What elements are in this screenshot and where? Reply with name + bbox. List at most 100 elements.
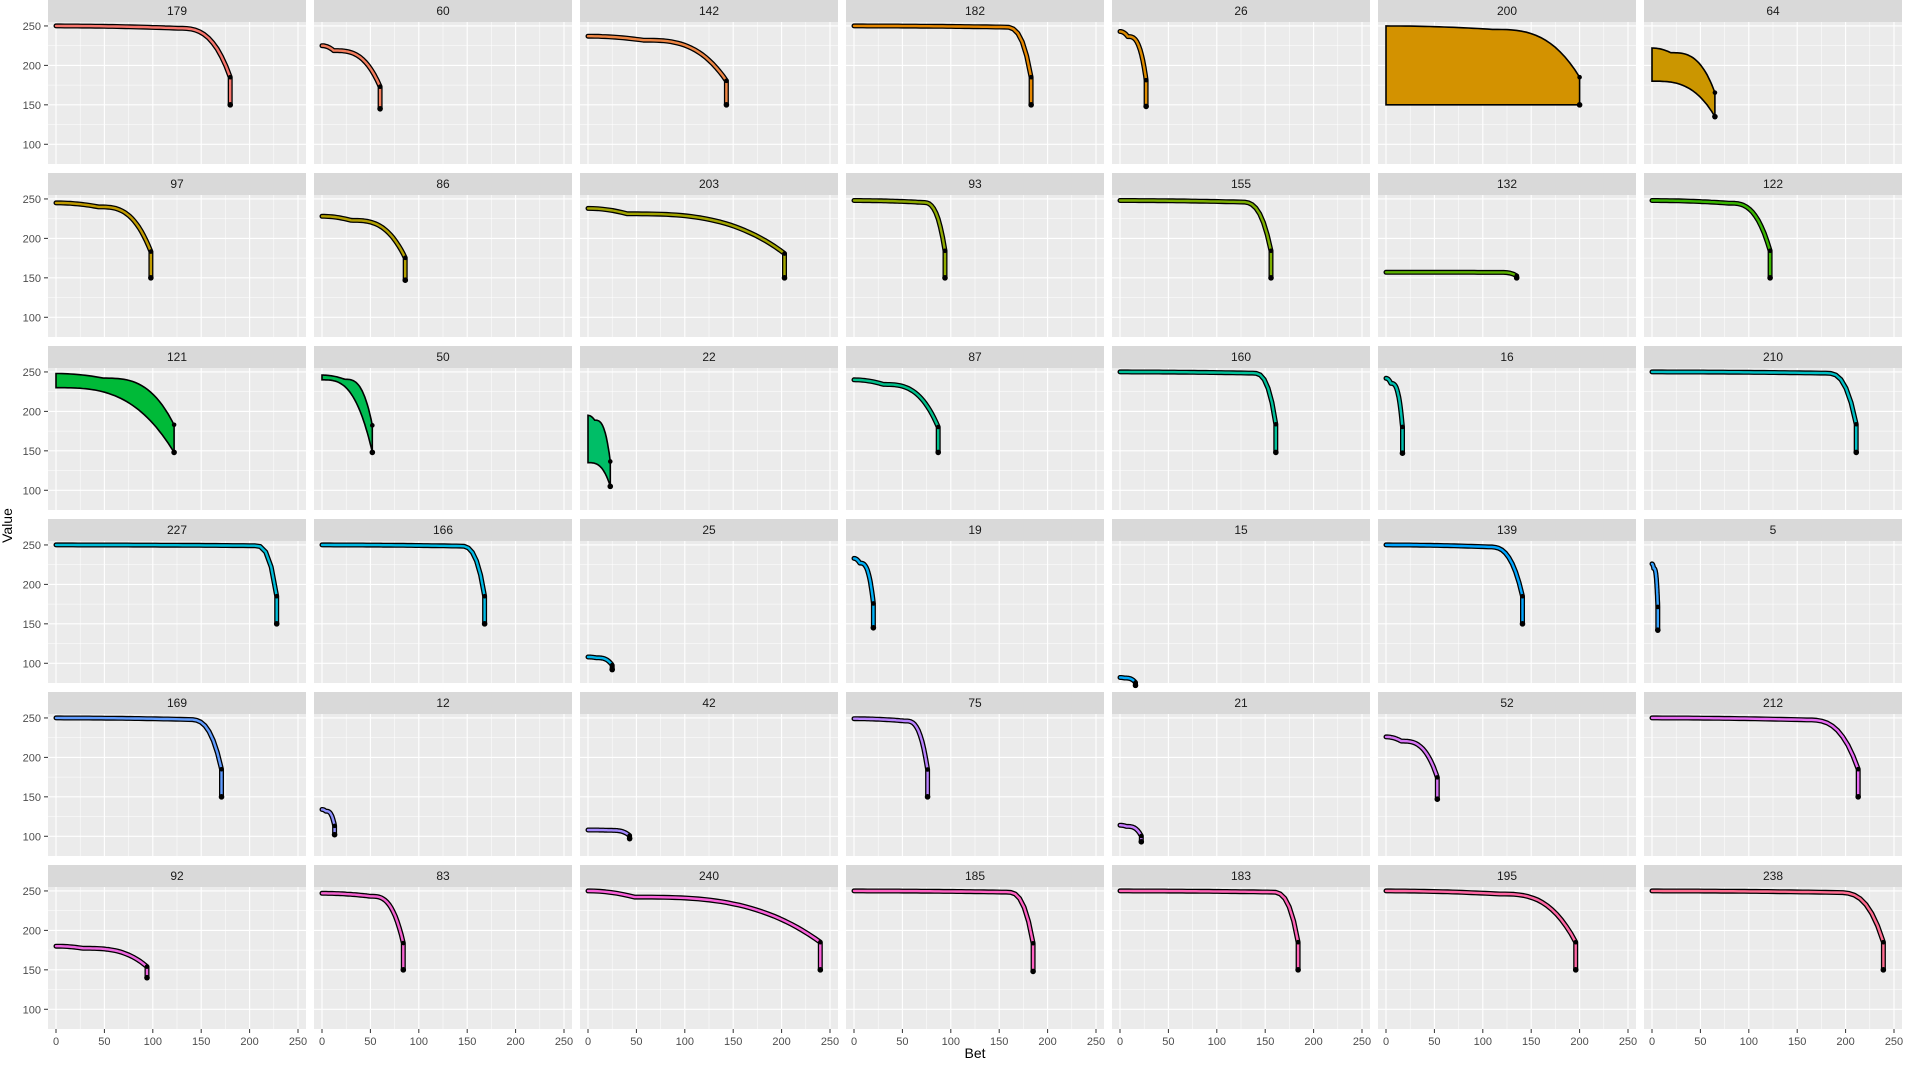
x-tick-label: 150 <box>990 1036 1008 1048</box>
series-point-knee <box>1268 248 1274 254</box>
x-tick-label: 250 <box>1619 1036 1637 1048</box>
facet-panel-75: 75 <box>846 692 1104 856</box>
facet-strip-label: 195 <box>1497 869 1517 883</box>
series-point-knee <box>402 255 408 261</box>
x-tick-label: 150 <box>724 1036 742 1048</box>
series-line <box>1384 271 1518 279</box>
facet-strip <box>846 173 1104 195</box>
facet-strip-label: 132 <box>1497 177 1517 191</box>
facet-panel-25: 25 <box>580 519 838 683</box>
x-tick-label: 250 <box>1885 1036 1903 1048</box>
facet-panel-83: 83 0 50 100 150 200 250 <box>314 865 573 1048</box>
facet-strip-label: 93 <box>968 177 982 191</box>
y-tick-label: 100 <box>23 312 41 324</box>
facet-strip-label: 19 <box>968 523 982 537</box>
facet-strip <box>48 0 306 22</box>
facet-strip-label: 227 <box>167 523 187 537</box>
series-point-end <box>1572 967 1579 973</box>
x-tick-label: 0 <box>1649 1036 1655 1048</box>
facet-panel-19: 19 <box>846 519 1104 683</box>
facet-strip-label: 238 <box>1763 869 1783 883</box>
x-tick-label: 0 <box>53 1036 59 1048</box>
series-point-end <box>1576 102 1583 108</box>
series-line <box>852 378 940 454</box>
series-line <box>54 543 278 625</box>
facet-strip <box>1112 519 1370 541</box>
y-tick-label: 100 <box>23 658 41 670</box>
series-point-end <box>870 624 877 631</box>
y-tick-label: 200 <box>23 406 41 418</box>
y-tick-label: 200 <box>23 233 41 245</box>
facet-strip-label: 179 <box>167 4 187 18</box>
series-point-end <box>1295 967 1301 973</box>
series-point-knee <box>1881 939 1886 945</box>
facet-strip-label: 203 <box>699 177 719 191</box>
x-tick-label: 100 <box>1740 1036 1758 1048</box>
series-point-knee <box>1573 939 1579 945</box>
series-point-knee <box>871 601 876 606</box>
series-point-end <box>369 449 376 456</box>
series-point-end <box>1855 794 1861 800</box>
series-point-end <box>1138 839 1145 845</box>
series-point-end <box>331 831 338 838</box>
y-tick-label: 250 <box>23 21 41 33</box>
series-point-end <box>1268 275 1274 281</box>
series-line <box>1384 735 1439 801</box>
y-tick-label: 150 <box>23 792 41 804</box>
facet-strip <box>48 173 306 195</box>
series-point-knee <box>332 823 337 829</box>
facet-panel-52: 52 <box>1378 692 1636 856</box>
x-tick-label: 0 <box>1117 1036 1123 1048</box>
series-line <box>586 655 614 671</box>
facet-panel-92: 92 100 150 200 250 0 50 100 150 200 250 <box>23 865 307 1048</box>
series-line <box>54 201 153 279</box>
facet-panel-122: 122 <box>1644 173 1902 337</box>
facet-strip <box>48 865 306 887</box>
facet-panel-240: 240 0 50 100 150 200 250 <box>580 865 839 1048</box>
facet-strip-label: 15 <box>1234 523 1248 537</box>
series-point-knee <box>401 940 406 946</box>
series-point-knee <box>1030 940 1036 946</box>
series-point-end <box>171 449 177 456</box>
facet-strip-label: 139 <box>1497 523 1517 537</box>
series-point-knee <box>1853 421 1859 427</box>
facet-strip-label: 212 <box>1763 696 1783 710</box>
facet-strip <box>1378 865 1636 887</box>
facet-panel-21: 21 <box>1112 692 1370 856</box>
facet-strip-label: 64 <box>1766 4 1780 18</box>
x-tick-label: 250 <box>1353 1036 1371 1048</box>
series-point-end <box>1519 621 1526 627</box>
facet-strip-label: 210 <box>1763 350 1783 364</box>
x-tick-label: 0 <box>851 1036 857 1048</box>
facet-strip <box>1644 346 1902 368</box>
series-point-end <box>218 794 225 800</box>
series-point-knee <box>925 767 930 772</box>
series-point-end <box>1143 103 1149 110</box>
x-tick-label: 250 <box>821 1036 839 1048</box>
facet-strip-label: 182 <box>965 4 985 18</box>
facet-panel-121: 121 100 150 200 250 <box>23 346 306 510</box>
series-point-end <box>144 974 150 981</box>
facet-strip-label: 160 <box>1231 350 1251 364</box>
series-point-knee <box>1520 593 1525 599</box>
facet-panel-195: 195 0 50 100 150 200 250 <box>1378 865 1637 1048</box>
x-tick-label: 150 <box>1256 1036 1274 1048</box>
series-point-knee <box>227 74 233 80</box>
series-point-end <box>723 102 730 108</box>
facet-strip-label: 21 <box>1234 696 1248 710</box>
facet-panel-142: 142 <box>580 0 838 164</box>
series-point-end <box>1434 796 1441 802</box>
facet-strip-label: 12 <box>436 696 450 710</box>
facet-strip <box>1378 346 1636 368</box>
series-point-knee <box>1138 833 1144 839</box>
y-tick-label: 100 <box>23 831 41 843</box>
facet-panel-42: 42 <box>580 692 838 856</box>
x-tick-label: 50 <box>896 1036 908 1048</box>
facet-panel-160: 160 <box>1112 346 1370 510</box>
x-tick-label: 150 <box>192 1036 210 1048</box>
series-point-knee <box>1855 766 1861 772</box>
facet-panel-203: 203 <box>580 173 838 337</box>
facet-strip-label: 52 <box>1500 696 1514 710</box>
series-line <box>320 215 407 282</box>
facet-strip <box>314 0 572 22</box>
